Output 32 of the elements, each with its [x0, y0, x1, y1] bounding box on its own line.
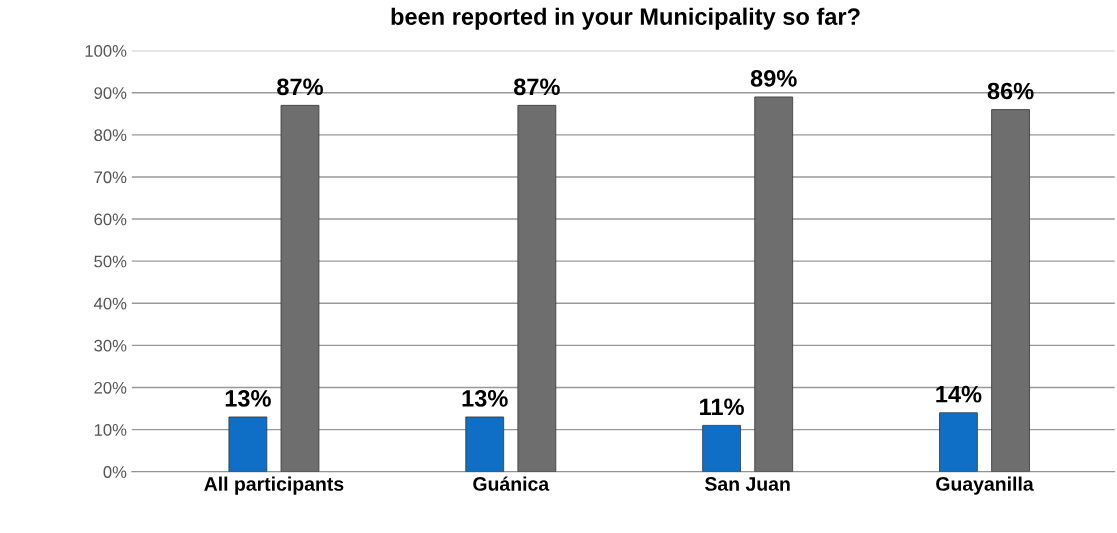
y-tick-label: 50% — [94, 255, 127, 268]
bar — [228, 416, 268, 472]
data-label: 11% — [700, 398, 744, 416]
x-tick-label: San Juan — [704, 477, 790, 491]
x-tick-label: Guayanilla — [936, 476, 1034, 495]
chart-title: been reported in your Municipality so far? — [391, 7, 860, 30]
data-label: 87% — [513, 78, 560, 96]
bar — [517, 104, 557, 472]
bar — [465, 416, 505, 472]
y-tick-label: 0% — [103, 466, 127, 478]
y-tick-label: 80% — [94, 129, 127, 142]
y-tick-label: 100% — [85, 45, 127, 57]
data-label: 86% — [987, 82, 1034, 100]
bar — [754, 96, 794, 472]
bar — [280, 104, 320, 472]
data-label: 13% — [462, 390, 508, 407]
data-label: 13% — [225, 390, 271, 407]
data-label: 14% — [936, 385, 982, 403]
y-tick-label: 20% — [94, 381, 127, 394]
data-label: 89% — [750, 70, 797, 87]
y-tick-label: 10% — [94, 424, 127, 436]
y-tick-label: 40% — [93, 297, 127, 310]
y-tick-label: 70% — [94, 171, 127, 184]
y-tick-label: 30% — [94, 339, 127, 352]
bar — [702, 424, 741, 472]
y-tick-label: 90% — [94, 87, 127, 99]
bar — [991, 109, 1030, 472]
data-label: 87% — [277, 78, 323, 96]
x-tick-label: All participants — [204, 476, 344, 495]
y-tick-label: 60% — [94, 213, 127, 226]
x-tick-label: Guánica — [473, 476, 550, 491]
bar — [939, 412, 978, 472]
